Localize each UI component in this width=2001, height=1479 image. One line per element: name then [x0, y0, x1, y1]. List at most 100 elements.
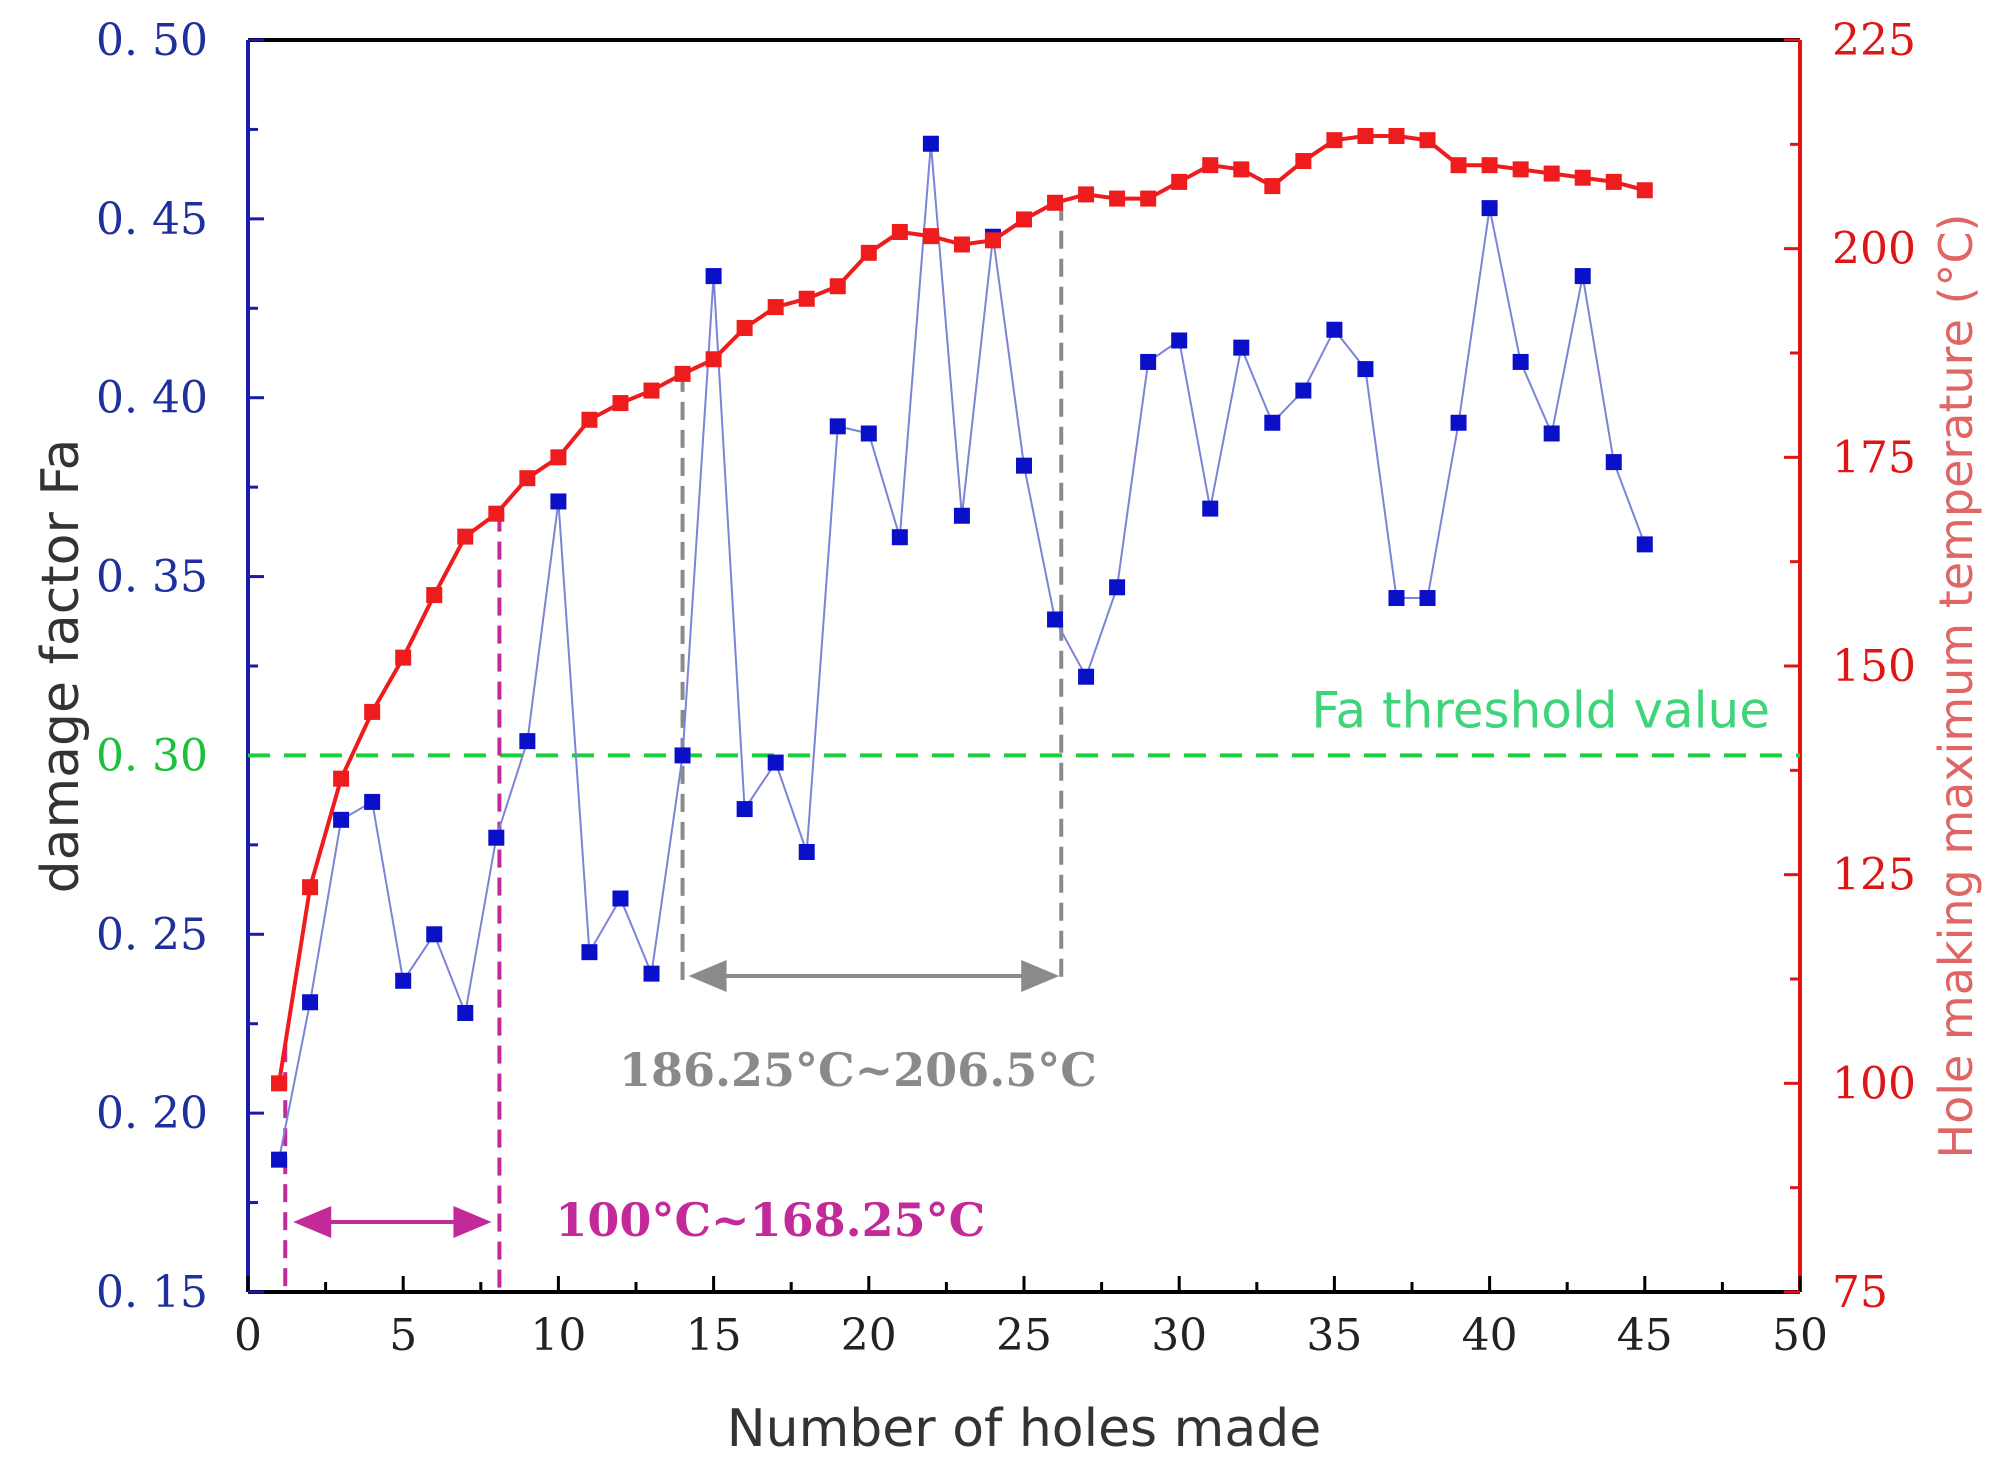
temperature-point [581, 411, 598, 428]
y-right-tick-label: 175 [1832, 432, 1916, 483]
fa-point [1357, 361, 1374, 378]
y-left-tick-label: 0. 15 [96, 1267, 208, 1318]
temperature-point [798, 290, 815, 307]
fa-series-line [278, 143, 1646, 1160]
text-layer: Number of holes made damage factor Fa Ho… [31, 15, 1983, 1459]
x-tick-label: 45 [1617, 1310, 1673, 1361]
annotation-label-high: 186.25°C~206.5°C [619, 1043, 1097, 1097]
temperature-point [1264, 178, 1281, 195]
range-low-arrow-head-right [453, 1206, 492, 1238]
y-left-tick-label: 0. 50 [96, 15, 208, 66]
fa-point [922, 135, 939, 152]
fa-point [674, 747, 691, 764]
temperature-point [1419, 132, 1436, 149]
range-low-arrow-head-left [293, 1206, 332, 1238]
fa-point [736, 801, 753, 818]
temperature-point [829, 278, 846, 295]
temperature-point [1109, 190, 1126, 207]
y-axis-right-label: Hole making maximum temperature (°C) [1929, 214, 1983, 1159]
temperature-point [1512, 161, 1529, 178]
y-left-tick-label: 0. 35 [96, 552, 208, 603]
fa-point [1605, 454, 1622, 471]
x-tick-label: 20 [841, 1310, 897, 1361]
temperature-point [674, 365, 691, 382]
x-tick-label: 35 [1306, 1310, 1362, 1361]
fa-point [1171, 332, 1188, 349]
x-axis-label: Number of holes made [727, 1399, 1321, 1459]
fa-point [426, 926, 443, 943]
fa-point [550, 493, 567, 510]
temperature-point [519, 470, 536, 487]
x-tick-label: 15 [686, 1310, 742, 1361]
annotation-layer [283, 202, 1064, 1292]
fa-point [1047, 611, 1064, 628]
temperature-point [550, 449, 567, 466]
fa-point [1109, 579, 1126, 596]
temperature-point [1326, 132, 1343, 149]
temperature-point [1233, 161, 1250, 178]
y-right-tick-label: 200 [1832, 224, 1916, 275]
temperature-point [767, 299, 784, 316]
y-right-tick-label: 100 [1832, 1058, 1916, 1109]
temperature-point [1636, 182, 1653, 199]
y-right-tick-label: 75 [1832, 1267, 1888, 1318]
fa-point [1543, 425, 1560, 442]
fa-point [519, 733, 536, 750]
x-tick-label: 5 [389, 1310, 417, 1361]
fa-point [1264, 414, 1281, 431]
temperature-point [1140, 190, 1157, 207]
temperature-point [271, 1075, 288, 1092]
fa-point [1078, 668, 1095, 685]
fa-point [1295, 382, 1312, 399]
fa-point [1512, 353, 1529, 370]
y-left-tick-label: 0. 45 [96, 194, 208, 245]
range-high-arrow-head-right [1021, 960, 1060, 992]
fa-point [1574, 268, 1591, 285]
fa-point [488, 829, 505, 846]
temperature-point [426, 587, 443, 604]
temperature-point [1605, 173, 1622, 190]
temperature-point [1450, 157, 1467, 174]
temperature-point [1481, 157, 1498, 174]
y-right-tick-label: 125 [1832, 850, 1916, 901]
temperature-series-line [277, 134, 1646, 1084]
fa-point [302, 994, 319, 1011]
fa-point [1419, 590, 1436, 607]
y-axis-left-label: damage factor Fa [31, 439, 91, 894]
y-left-tick-label: 0. 40 [96, 373, 208, 424]
x-tick-label: 50 [1772, 1310, 1828, 1361]
fa-point [767, 754, 784, 771]
temperature-point [860, 244, 877, 261]
temperature-point [1388, 127, 1405, 144]
temperature-point [1202, 157, 1219, 174]
temperature-point [1047, 194, 1064, 211]
y-left-tick-label: 0. 30 [96, 730, 208, 781]
temperature-point [953, 236, 970, 253]
temperature-point [488, 505, 505, 522]
fa-point [829, 418, 846, 435]
fa-point [1233, 339, 1250, 356]
fa-point [1202, 500, 1219, 517]
fa-point [953, 507, 970, 524]
fa-point [271, 1151, 288, 1168]
temperature-point [1543, 165, 1560, 182]
temperature-point [922, 228, 939, 245]
temperature-point [1016, 211, 1032, 228]
temperature-point [1171, 173, 1188, 190]
x-tick-label: 30 [1151, 1310, 1207, 1361]
y-left-tick-label: 0. 25 [96, 909, 208, 960]
temperature-point [302, 879, 319, 896]
temperature-point [1078, 186, 1095, 203]
x-tick-label: 25 [996, 1310, 1052, 1361]
fa-point [705, 268, 722, 285]
temperature-point [643, 382, 660, 399]
y-left-tick-label: 0. 20 [96, 1088, 208, 1139]
temperature-point [984, 232, 1001, 249]
fa-point [395, 972, 412, 989]
fa-point [891, 529, 908, 546]
fa-point [1326, 321, 1343, 338]
fa-point [1481, 200, 1498, 217]
fa-point [643, 965, 660, 982]
fa-point [798, 844, 815, 861]
temperature-point [705, 351, 722, 368]
